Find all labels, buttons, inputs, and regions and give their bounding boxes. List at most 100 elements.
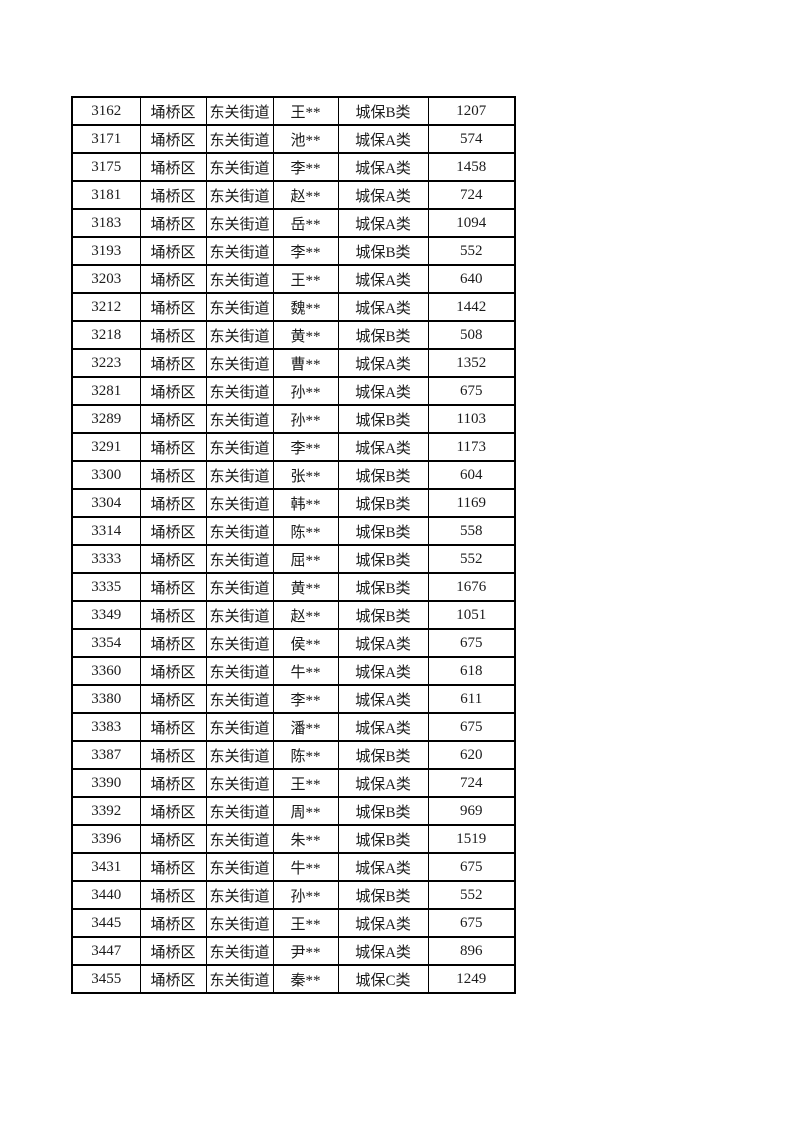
cell-serial: 3281 bbox=[71, 376, 141, 406]
cell-amount: 1207 bbox=[427, 96, 516, 126]
cell-serial: 3396 bbox=[71, 824, 141, 854]
cell-serial: 3223 bbox=[71, 348, 141, 378]
cell-serial: 3181 bbox=[71, 180, 141, 210]
cell-street: 东关街道 bbox=[205, 376, 274, 406]
cell-serial: 3291 bbox=[71, 432, 141, 462]
cell-serial: 3445 bbox=[71, 908, 141, 938]
cell-street: 东关街道 bbox=[205, 852, 274, 882]
cell-district: 埇桥区 bbox=[139, 684, 207, 714]
cell-street: 东关街道 bbox=[205, 908, 274, 938]
cell-street: 东关街道 bbox=[205, 320, 274, 350]
cell-name: 池** bbox=[272, 124, 339, 154]
cell-serial: 3183 bbox=[71, 208, 141, 238]
cell-amount: 969 bbox=[427, 796, 516, 826]
cell-name: 屈** bbox=[272, 544, 339, 574]
cell-serial: 3212 bbox=[71, 292, 141, 322]
cell-category: 城保B类 bbox=[337, 236, 429, 266]
cell-name: 周** bbox=[272, 796, 339, 826]
cell-district: 埇桥区 bbox=[139, 740, 207, 770]
cell-street: 东关街道 bbox=[205, 824, 274, 854]
cell-serial: 3333 bbox=[71, 544, 141, 574]
cell-street: 东关街道 bbox=[205, 488, 274, 518]
cell-district: 埇桥区 bbox=[139, 824, 207, 854]
cell-street: 东关街道 bbox=[205, 964, 274, 994]
cell-district: 埇桥区 bbox=[139, 936, 207, 966]
cell-district: 埇桥区 bbox=[139, 908, 207, 938]
cell-amount: 640 bbox=[427, 264, 516, 294]
table-row: 3300 埇桥区 东关街道 张** 城保B类 604 bbox=[71, 460, 516, 490]
cell-name: 王** bbox=[272, 908, 339, 938]
cell-amount: 1103 bbox=[427, 404, 516, 434]
table-row: 3193 埇桥区 东关街道 李** 城保B类 552 bbox=[71, 236, 516, 266]
cell-name: 王** bbox=[272, 96, 339, 126]
cell-category: 城保B类 bbox=[337, 880, 429, 910]
cell-serial: 3171 bbox=[71, 124, 141, 154]
cell-serial: 3203 bbox=[71, 264, 141, 294]
cell-street: 东关街道 bbox=[205, 236, 274, 266]
cell-amount: 675 bbox=[427, 852, 516, 882]
cell-name: 牛** bbox=[272, 852, 339, 882]
allowance-records-table: 3162 埇桥区 东关街道 王** 城保B类 1207 3171 埇桥区 东关街道 池** 城保A类… bbox=[71, 96, 516, 994]
cell-serial: 3218 bbox=[71, 320, 141, 350]
table-row: 3396 埇桥区 东关街道 朱** 城保B类 1519 bbox=[71, 824, 516, 854]
cell-category: 城保B类 bbox=[337, 572, 429, 602]
cell-amount: 1352 bbox=[427, 348, 516, 378]
cell-district: 埇桥区 bbox=[139, 628, 207, 658]
cell-category: 城保A类 bbox=[337, 656, 429, 686]
cell-category: 城保B类 bbox=[337, 516, 429, 546]
cell-district: 埇桥区 bbox=[139, 516, 207, 546]
table-row: 3212 埇桥区 东关街道 魏** 城保A类 1442 bbox=[71, 292, 516, 322]
table-row: 3431 埇桥区 东关街道 牛** 城保A类 675 bbox=[71, 852, 516, 882]
cell-name: 王** bbox=[272, 264, 339, 294]
cell-category: 城保B类 bbox=[337, 796, 429, 826]
cell-street: 东关街道 bbox=[205, 432, 274, 462]
cell-category: 城保A类 bbox=[337, 432, 429, 462]
cell-name: 牛** bbox=[272, 656, 339, 686]
table-row: 3380 埇桥区 东关街道 李** 城保A类 611 bbox=[71, 684, 516, 714]
cell-serial: 3304 bbox=[71, 488, 141, 518]
cell-street: 东关街道 bbox=[205, 572, 274, 602]
cell-name: 韩** bbox=[272, 488, 339, 518]
cell-street: 东关街道 bbox=[205, 796, 274, 826]
cell-amount: 675 bbox=[427, 712, 516, 742]
cell-name: 黄** bbox=[272, 572, 339, 602]
cell-serial: 3455 bbox=[71, 964, 141, 994]
cell-amount: 1442 bbox=[427, 292, 516, 322]
cell-district: 埇桥区 bbox=[139, 404, 207, 434]
cell-category: 城保A类 bbox=[337, 936, 429, 966]
cell-street: 东关街道 bbox=[205, 684, 274, 714]
cell-name: 李** bbox=[272, 152, 339, 182]
cell-name: 李** bbox=[272, 432, 339, 462]
cell-category: 城保A类 bbox=[337, 292, 429, 322]
table-row: 3218 埇桥区 东关街道 黄** 城保B类 508 bbox=[71, 320, 516, 350]
cell-category: 城保A类 bbox=[337, 264, 429, 294]
table-row: 3349 埇桥区 东关街道 赵** 城保B类 1051 bbox=[71, 600, 516, 630]
cell-name: 潘** bbox=[272, 712, 339, 742]
table-row: 3181 埇桥区 东关街道 赵** 城保A类 724 bbox=[71, 180, 516, 210]
cell-category: 城保B类 bbox=[337, 460, 429, 490]
cell-name: 魏** bbox=[272, 292, 339, 322]
table-row: 3392 埇桥区 东关街道 周** 城保B类 969 bbox=[71, 796, 516, 826]
cell-serial: 3335 bbox=[71, 572, 141, 602]
cell-amount: 1169 bbox=[427, 488, 516, 518]
cell-category: 城保C类 bbox=[337, 964, 429, 994]
cell-street: 东关街道 bbox=[205, 880, 274, 910]
cell-district: 埇桥区 bbox=[139, 488, 207, 518]
cell-district: 埇桥区 bbox=[139, 348, 207, 378]
cell-amount: 1094 bbox=[427, 208, 516, 238]
cell-amount: 574 bbox=[427, 124, 516, 154]
cell-district: 埇桥区 bbox=[139, 600, 207, 630]
cell-serial: 3447 bbox=[71, 936, 141, 966]
cell-serial: 3380 bbox=[71, 684, 141, 714]
cell-street: 东关街道 bbox=[205, 180, 274, 210]
cell-category: 城保A类 bbox=[337, 124, 429, 154]
cell-district: 埇桥区 bbox=[139, 376, 207, 406]
cell-serial: 3387 bbox=[71, 740, 141, 770]
cell-name: 张** bbox=[272, 460, 339, 490]
cell-amount: 1173 bbox=[427, 432, 516, 462]
cell-amount: 618 bbox=[427, 656, 516, 686]
cell-name: 孙** bbox=[272, 404, 339, 434]
cell-serial: 3440 bbox=[71, 880, 141, 910]
cell-serial: 3392 bbox=[71, 796, 141, 826]
cell-amount: 675 bbox=[427, 376, 516, 406]
